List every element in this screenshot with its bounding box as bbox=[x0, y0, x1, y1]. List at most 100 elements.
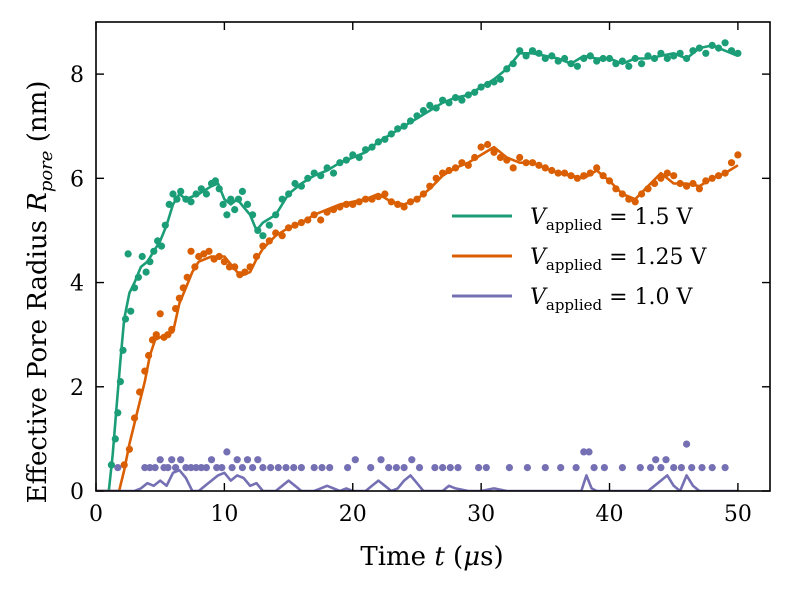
legend: Vapplied = 1.5 V Vapplied = 1.25 V Vappl… bbox=[452, 205, 708, 314]
data-point bbox=[593, 164, 601, 172]
data-point bbox=[156, 310, 164, 318]
data-point bbox=[265, 221, 273, 229]
data-point bbox=[625, 62, 633, 70]
data-point bbox=[202, 190, 210, 198]
y-tick-label: 2 bbox=[70, 376, 84, 401]
data-point bbox=[138, 252, 146, 261]
data-point bbox=[233, 456, 241, 464]
data-point bbox=[446, 464, 454, 472]
data-point bbox=[169, 190, 177, 198]
data-point bbox=[415, 464, 424, 472]
data-point bbox=[509, 164, 517, 172]
data-point bbox=[351, 456, 359, 464]
data-point bbox=[187, 464, 195, 472]
data-point bbox=[698, 464, 706, 472]
data-point bbox=[259, 464, 267, 472]
data-point bbox=[484, 140, 492, 149]
data-point bbox=[721, 464, 729, 472]
legend-label: Vapplied = 1.0 V bbox=[530, 285, 694, 314]
data-point bbox=[310, 464, 318, 472]
data-point bbox=[219, 200, 227, 208]
data-point bbox=[721, 39, 729, 47]
data-point bbox=[187, 198, 195, 206]
y-tick-label: 8 bbox=[70, 63, 84, 88]
data-point bbox=[496, 153, 504, 162]
data-point bbox=[141, 464, 149, 472]
data-point bbox=[344, 464, 352, 472]
x-tick-label: 40 bbox=[596, 502, 624, 527]
legend-label: Vapplied = 1.25 V bbox=[530, 245, 708, 274]
data-point bbox=[734, 151, 742, 159]
plot-area bbox=[96, 39, 742, 491]
data-point bbox=[207, 456, 216, 464]
data-point bbox=[151, 464, 159, 472]
data-point bbox=[708, 464, 716, 472]
axes: 0 10 20 30 40 50 0 2 4 6 8 bbox=[70, 21, 771, 527]
data-point bbox=[408, 456, 416, 464]
data-point bbox=[231, 206, 239, 214]
data-point bbox=[580, 448, 588, 456]
data-point bbox=[238, 187, 246, 195]
data-point bbox=[274, 464, 282, 472]
x-tick-label: 0 bbox=[89, 502, 103, 527]
data-point bbox=[377, 456, 385, 464]
data-point bbox=[392, 464, 400, 472]
data-point bbox=[223, 211, 231, 219]
data-point bbox=[227, 195, 235, 203]
data-point bbox=[647, 464, 655, 472]
data-point bbox=[297, 464, 305, 472]
data-point bbox=[192, 464, 200, 472]
series-line bbox=[96, 145, 739, 491]
data-point bbox=[172, 464, 180, 472]
data-point bbox=[228, 464, 236, 472]
data-point bbox=[657, 464, 665, 472]
data-point bbox=[677, 464, 686, 472]
data-point bbox=[702, 49, 710, 57]
data-point bbox=[205, 247, 213, 255]
data-point bbox=[638, 60, 646, 68]
data-point bbox=[516, 153, 524, 162]
y-axis-label: Effective Pore Radius Rpore (nm) bbox=[23, 81, 57, 504]
data-point bbox=[291, 179, 299, 188]
x-tick-label: 50 bbox=[724, 502, 752, 527]
data-point bbox=[426, 101, 434, 109]
data-point bbox=[670, 172, 678, 180]
data-point bbox=[318, 464, 326, 472]
data-point bbox=[243, 456, 252, 464]
series-line bbox=[96, 468, 738, 491]
x-tick-label: 30 bbox=[467, 502, 495, 527]
data-point bbox=[156, 456, 164, 464]
data-point bbox=[165, 200, 173, 208]
data-point bbox=[600, 464, 609, 472]
data-point bbox=[367, 464, 375, 472]
data-point bbox=[254, 456, 262, 464]
y-tick-label: 6 bbox=[70, 167, 84, 192]
data-point bbox=[454, 464, 462, 472]
data-point bbox=[182, 464, 190, 472]
data-point bbox=[636, 464, 644, 472]
data-point bbox=[238, 464, 246, 472]
y-tick-label: 0 bbox=[70, 480, 84, 505]
data-point bbox=[482, 464, 490, 472]
data-point bbox=[496, 75, 504, 83]
legend-label: Vapplied = 1.5 V bbox=[530, 205, 694, 234]
data-point bbox=[439, 464, 447, 472]
data-point bbox=[168, 456, 176, 464]
data-point bbox=[282, 464, 290, 472]
data-point bbox=[146, 464, 154, 472]
data-point bbox=[662, 456, 670, 464]
data-point bbox=[631, 198, 639, 206]
data-point bbox=[243, 200, 252, 208]
data-point bbox=[590, 464, 598, 472]
data-point bbox=[385, 464, 393, 472]
data-point bbox=[249, 464, 257, 472]
data-point bbox=[663, 169, 671, 177]
data-point bbox=[127, 307, 135, 315]
data-point bbox=[585, 448, 593, 456]
data-point bbox=[329, 169, 338, 177]
data-point bbox=[124, 250, 132, 258]
y-tick-label: 4 bbox=[70, 272, 84, 297]
data-point bbox=[505, 464, 513, 472]
data-point bbox=[683, 440, 691, 448]
